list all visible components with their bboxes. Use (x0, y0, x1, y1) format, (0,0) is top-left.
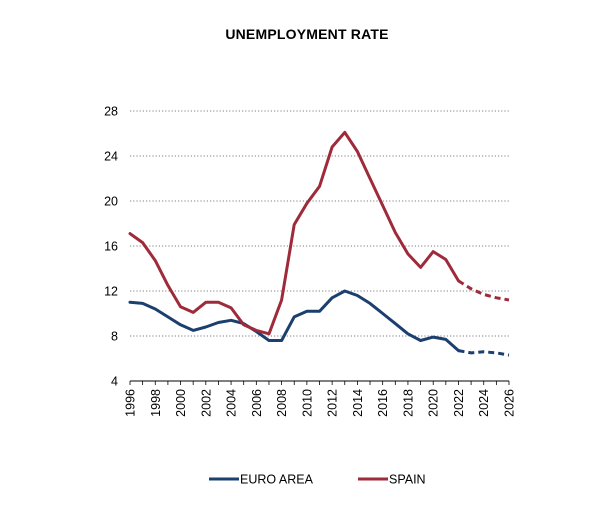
x-tick-label-2004: 2004 (225, 389, 239, 417)
x-tick-label-2000: 2000 (174, 389, 188, 417)
x-tick-label-2026: 2026 (503, 389, 517, 417)
series-projection-euro-area (458, 349, 510, 357)
y-tick-label-28: 28 (104, 105, 118, 119)
y-tick-label-24: 24 (104, 150, 118, 164)
x-tick-label-2014: 2014 (351, 389, 365, 417)
y-tick-label-12: 12 (104, 285, 118, 299)
x-tick-label-1996: 1996 (124, 389, 138, 417)
chart-title: UNEMPLOYMENT RATE (225, 26, 389, 42)
x-tick-label-2018: 2018 (401, 389, 415, 417)
y-tick-label-20: 20 (104, 195, 118, 209)
x-tick-label-1998: 1998 (149, 389, 163, 417)
x-tick-label-2010: 2010 (300, 389, 314, 417)
legend-label-euro-area: EURO AREA (240, 473, 314, 487)
x-tick-label-2012: 2012 (326, 389, 340, 417)
y-tick-label-4: 4 (111, 375, 118, 389)
x-tick-label-2016: 2016 (376, 389, 390, 417)
y-tick-label-8: 8 (111, 330, 118, 344)
legend-label-spain: SPAIN (389, 473, 426, 487)
series-projection-spain (457, 279, 510, 302)
series-line-euro-area (128, 289, 460, 353)
x-tick-label-2020: 2020 (427, 389, 441, 417)
y-tick-label-16: 16 (104, 240, 118, 254)
series-line-spain (128, 130, 460, 336)
x-tick-label-2022: 2022 (452, 389, 466, 417)
x-tick-label-2006: 2006 (250, 389, 264, 417)
x-tick-label-2002: 2002 (199, 389, 213, 417)
x-tick-label-2008: 2008 (275, 389, 289, 417)
x-tick-label-2024: 2024 (477, 389, 491, 417)
